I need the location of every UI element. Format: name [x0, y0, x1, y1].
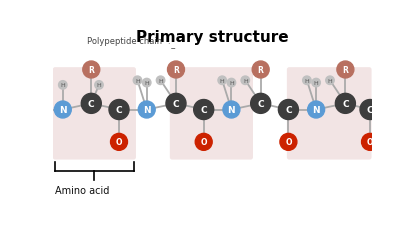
Text: C: C: [172, 99, 179, 108]
Circle shape: [223, 102, 239, 118]
Text: H: H: [304, 78, 309, 83]
FancyBboxPatch shape: [53, 68, 135, 160]
Text: H: H: [242, 78, 247, 83]
Circle shape: [95, 81, 103, 90]
Text: N: N: [227, 106, 235, 114]
Circle shape: [58, 81, 67, 90]
Text: H: H: [96, 83, 101, 88]
Text: C: C: [341, 99, 348, 108]
Text: O: O: [200, 138, 206, 147]
Circle shape: [307, 102, 324, 118]
Circle shape: [278, 100, 298, 120]
Text: C: C: [200, 106, 206, 114]
Circle shape: [250, 94, 270, 114]
Text: Polypeptide chain: Polypeptide chain: [86, 37, 161, 45]
Circle shape: [81, 94, 101, 114]
Circle shape: [227, 79, 235, 87]
Text: H: H: [313, 81, 318, 86]
Text: R: R: [257, 66, 263, 75]
Text: Amino acid: Amino acid: [55, 185, 109, 195]
Text: N: N: [311, 106, 319, 114]
Text: H: H: [144, 81, 149, 86]
FancyBboxPatch shape: [286, 68, 371, 160]
Text: O: O: [366, 138, 373, 147]
Circle shape: [109, 100, 129, 120]
Circle shape: [325, 77, 333, 85]
Circle shape: [311, 79, 320, 87]
Text: R: R: [342, 66, 347, 75]
Circle shape: [279, 134, 296, 151]
Text: N: N: [59, 106, 66, 114]
Circle shape: [193, 100, 213, 120]
Circle shape: [156, 77, 164, 85]
FancyBboxPatch shape: [169, 68, 252, 160]
Circle shape: [252, 62, 268, 79]
Circle shape: [54, 102, 71, 118]
Circle shape: [359, 100, 379, 120]
Text: R: R: [88, 66, 94, 75]
Circle shape: [336, 62, 353, 79]
Circle shape: [83, 62, 100, 79]
Circle shape: [138, 102, 155, 118]
Text: R: R: [173, 66, 178, 75]
Circle shape: [361, 134, 377, 151]
Text: ·  ̲: · ̲: [167, 40, 174, 49]
Text: H: H: [60, 83, 65, 88]
Text: C: C: [88, 99, 94, 108]
Text: H: H: [327, 78, 332, 83]
Circle shape: [335, 94, 354, 114]
Text: C: C: [257, 99, 263, 108]
Text: H: H: [228, 81, 233, 86]
Text: H: H: [158, 78, 163, 83]
Circle shape: [240, 77, 249, 85]
Text: C: C: [115, 106, 122, 114]
Text: H: H: [135, 78, 140, 83]
Circle shape: [142, 79, 151, 87]
Text: C: C: [285, 106, 291, 114]
Text: O: O: [116, 138, 122, 147]
Text: C: C: [366, 106, 373, 114]
Text: Primary structure: Primary structure: [135, 30, 288, 45]
Circle shape: [302, 77, 310, 85]
Circle shape: [166, 94, 185, 114]
Circle shape: [110, 134, 127, 151]
Text: H: H: [219, 78, 224, 83]
Text: O: O: [285, 138, 291, 147]
Circle shape: [195, 134, 212, 151]
Circle shape: [133, 77, 141, 85]
Circle shape: [167, 62, 184, 79]
Circle shape: [217, 77, 226, 85]
Text: N: N: [142, 106, 150, 114]
